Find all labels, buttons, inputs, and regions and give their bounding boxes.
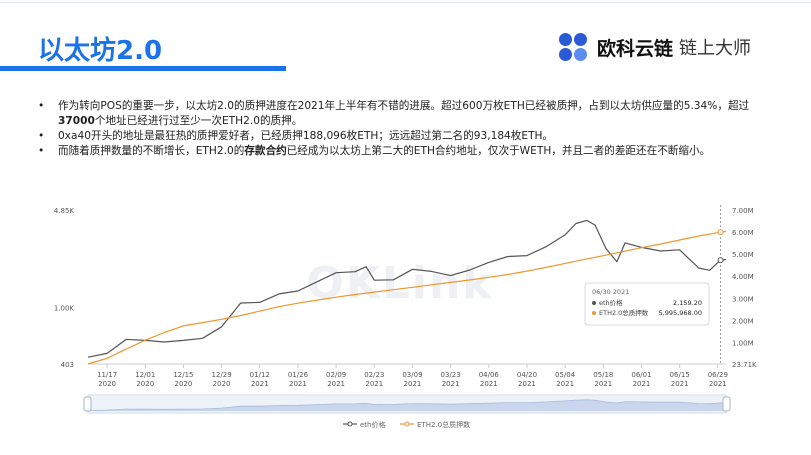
bullet-2-text: 0xa40开头的地址是最狂热的质押爱好者，已经质押188,096枚ETH；远远超… (58, 130, 554, 142)
eth2-staked-line (87, 230, 727, 365)
x-tick-year: 2020 (213, 380, 231, 388)
y-left-tick-label: 403 (61, 361, 74, 369)
zoom-handle-right[interactable] (722, 396, 731, 412)
x-tick-label: 04/06 (479, 371, 500, 379)
x-tick-label: 12/29 (212, 371, 232, 379)
x-tick-label: 12/01 (135, 371, 155, 379)
x-tick-year: 2021 (709, 380, 727, 388)
x-tick-label: 05/04 (555, 371, 576, 379)
eth-price-marker (717, 257, 724, 264)
brand-subtitle: 链上大师 (679, 38, 752, 59)
x-tick-year: 2021 (442, 380, 460, 388)
tooltip-box (584, 282, 710, 326)
x-tick-label: 06/29 (708, 371, 728, 379)
y-right-tick-label: 7.00M (732, 207, 754, 215)
bullet-1-text-a: 作为转向POS的重要一步，以太坊2.0的质押进度在2021年上半年有不错的进展。… (58, 100, 750, 112)
x-tick-year: 2021 (251, 380, 269, 388)
tooltip-label: eth价格 (599, 298, 623, 307)
legend-label[interactable]: eth价格 (360, 420, 386, 429)
top-rule (0, 2, 811, 3)
x-tick-label: 04/20 (517, 371, 537, 379)
x-tick-label: 03/09 (402, 371, 422, 379)
bullet-1-bold: 37000 (58, 115, 95, 127)
zoom-handle-left[interactable] (83, 396, 92, 412)
x-tick-label: 11/17 (97, 371, 117, 379)
watermark: OKLink (306, 258, 493, 309)
tooltip-swatch (592, 311, 596, 315)
y-right-tick-label: 4.00M (732, 273, 754, 281)
title-underline (0, 66, 286, 71)
x-tick-label: 02/23 (364, 371, 384, 379)
x-tick-label: 12/15 (173, 371, 193, 379)
legend-label[interactable]: ETH2.0总质押数 (417, 420, 470, 429)
x-tick-label: 05/18 (593, 371, 613, 379)
brand-logo: 欧科云链 链上大师 (559, 32, 751, 62)
legend-swatch-dot (347, 421, 353, 427)
bullet-3-text-b: 已经成为以太坊上第二大的ETH合约地址，仅次于WETH，并且二者的差距还在不断缩… (286, 145, 711, 157)
y-right-tick-label: 23.71K (732, 361, 757, 369)
y-right-tick-label: 2.00M (732, 317, 754, 325)
bullet-3-text-a: 而随着质押数量的不断增长，ETH2.0的 (58, 145, 245, 157)
y-right-tick-label: 5.00M (732, 251, 754, 259)
x-tick-year: 2021 (671, 380, 689, 388)
tooltip-date: 06/30 2021 (592, 288, 629, 296)
x-tick-year: 2021 (594, 380, 612, 388)
x-tick-year: 2021 (327, 380, 345, 388)
x-tick-year: 2021 (518, 380, 536, 388)
x-tick-label: 06/01 (631, 371, 651, 379)
tooltip-label: ETH2.0总质押数 (599, 308, 649, 317)
tooltip-value: 5,995,968.00 (659, 309, 702, 317)
x-tick-year: 2021 (404, 380, 422, 388)
bullet-3: 而随着质押数量的不断增长，ETH2.0的存款合约已经成为以太坊上第二大的ETH合… (38, 144, 778, 159)
eth2-staked-marker (717, 229, 724, 236)
eth-price-line (87, 219, 727, 358)
y-right-tick-label: 3.00M (732, 295, 754, 303)
tooltip-value: 2,159.20 (673, 299, 702, 307)
legend-swatch-dot (404, 421, 410, 427)
y-right-tick-label: 1.00M (732, 339, 754, 347)
logo-dots-icon (559, 32, 593, 62)
x-tick-label: 01/12 (250, 371, 270, 379)
x-tick-year: 2021 (365, 380, 383, 388)
x-tick-year: 2020 (136, 380, 154, 388)
x-tick-year: 2021 (556, 380, 574, 388)
x-tick-label: 03/23 (441, 371, 461, 379)
bullet-list: 作为转向POS的重要一步，以太坊2.0的质押进度在2021年上半年有不错的进展。… (38, 99, 778, 159)
bullet-1-text-b: 个地址已经进行过至少一次ETH2.0的质押。 (94, 115, 303, 127)
x-tick-year: 2020 (98, 380, 116, 388)
y-right-tick-label: 6.00M (732, 229, 754, 237)
brand-name: 欧科云链 (597, 37, 674, 60)
slide-title: 以太坊2.0 (38, 36, 163, 66)
tooltip-swatch (592, 301, 596, 305)
x-tick-label: 06/15 (670, 371, 690, 379)
x-tick-year: 2021 (480, 380, 498, 388)
zoom-slider-preview (87, 399, 727, 411)
x-tick-label: 01/26 (288, 371, 309, 379)
x-tick-label: 02/09 (326, 371, 346, 379)
bullet-3-bold: 存款合约 (244, 145, 287, 157)
y-left-tick-label: 1.00K (54, 305, 75, 313)
bullet-2: 0xa40开头的地址是最狂热的质押爱好者，已经质押188,096枚ETH；远远超… (38, 129, 778, 144)
y-left-tick-label: 4.85K (54, 207, 75, 215)
x-tick-year: 2021 (289, 380, 307, 388)
x-tick-year: 2021 (633, 380, 651, 388)
bullet-1: 作为转向POS的重要一步，以太坊2.0的质押进度在2021年上半年有不错的进展。… (38, 99, 778, 129)
x-tick-year: 2020 (175, 380, 193, 388)
